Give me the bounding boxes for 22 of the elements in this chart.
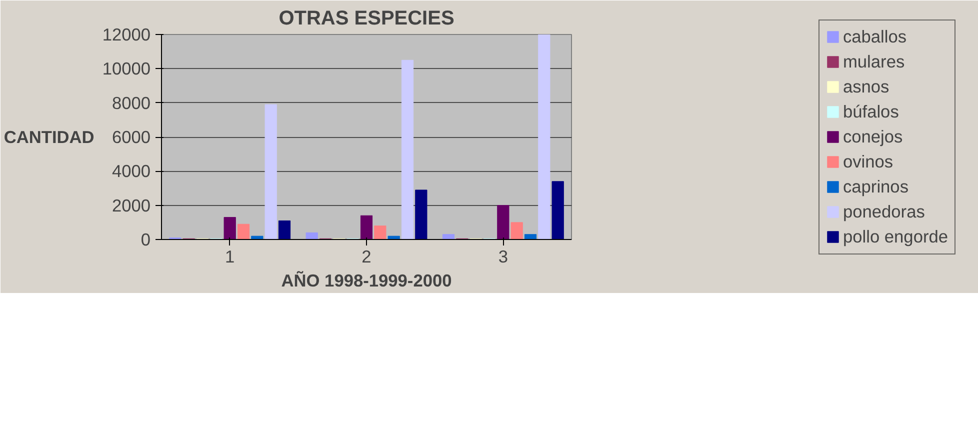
legend-label: búfalos (842, 101, 899, 122)
y-tick-label: 2000 (112, 195, 151, 216)
x-tick-label: 1 (225, 246, 235, 266)
y-tick-label: 4000 (112, 161, 151, 182)
legend-label: mulares (842, 51, 905, 72)
legend-label: ovinos (842, 151, 894, 172)
y-axis-title: CANTIDAD (4, 127, 94, 147)
y-tick-label: 12000 (102, 24, 150, 44)
y-tick-label: 6000 (112, 127, 151, 147)
y-tick-label: 8000 (112, 92, 151, 113)
legend-label: conejos (842, 126, 903, 147)
legend-label: caballos (842, 26, 907, 47)
x-tick-label: 2 (362, 246, 372, 266)
x-axis-title: AÑO 1998-1999-2000 (281, 270, 452, 290)
y-tick-label: 0 (140, 230, 151, 250)
legend-label: ponedoras (842, 201, 925, 222)
y-tick-label: 10000 (102, 58, 150, 79)
x-tick-label: 3 (498, 246, 508, 266)
legend-label: asnos (842, 76, 890, 97)
legend-label: pollo engorde (842, 226, 948, 247)
legend-label: caprinos (842, 176, 908, 197)
chart-title: OTRAS ESPECIES (278, 8, 454, 30)
